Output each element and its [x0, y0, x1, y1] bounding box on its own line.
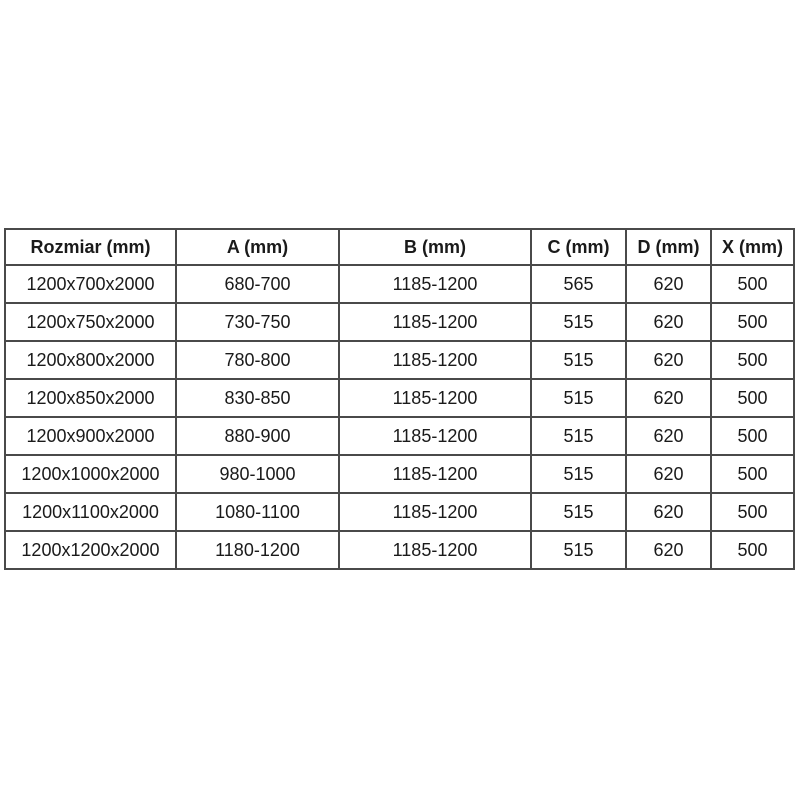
cell-c: 515: [530, 530, 627, 570]
cell-rozmiar: 1200x1000x2000: [4, 454, 177, 494]
cell-b: 1185-1200: [338, 264, 532, 304]
cell-rozmiar: 1200x750x2000: [4, 302, 177, 342]
cell-b: 1185-1200: [338, 378, 532, 418]
cell-c: 515: [530, 416, 627, 456]
cell-c: 515: [530, 378, 627, 418]
table-row: 1200x1200x2000 1180-1200 1185-1200 515 6…: [4, 530, 795, 570]
cell-a: 880-900: [175, 416, 340, 456]
table-body: 1200x700x2000 680-700 1185-1200 565 620 …: [4, 264, 795, 570]
cell-b: 1185-1200: [338, 340, 532, 380]
cell-d: 620: [625, 454, 712, 494]
cell-x: 500: [710, 492, 795, 532]
cell-c: 515: [530, 492, 627, 532]
cell-d: 620: [625, 492, 712, 532]
cell-a: 830-850: [175, 378, 340, 418]
table-row: 1200x800x2000 780-800 1185-1200 515 620 …: [4, 340, 795, 380]
table-row: 1200x900x2000 880-900 1185-1200 515 620 …: [4, 416, 795, 456]
cell-c: 515: [530, 302, 627, 342]
cell-d: 620: [625, 416, 712, 456]
cell-x: 500: [710, 264, 795, 304]
table-row: 1200x750x2000 730-750 1185-1200 515 620 …: [4, 302, 795, 342]
cell-x: 500: [710, 530, 795, 570]
column-header-a: A (mm): [175, 228, 340, 266]
cell-rozmiar: 1200x800x2000: [4, 340, 177, 380]
cell-b: 1185-1200: [338, 302, 532, 342]
cell-d: 620: [625, 302, 712, 342]
cell-x: 500: [710, 454, 795, 494]
cell-d: 620: [625, 340, 712, 380]
cell-d: 620: [625, 264, 712, 304]
cell-rozmiar: 1200x850x2000: [4, 378, 177, 418]
cell-a: 1080-1100: [175, 492, 340, 532]
cell-c: 565: [530, 264, 627, 304]
column-header-x: X (mm): [710, 228, 795, 266]
cell-x: 500: [710, 378, 795, 418]
cell-x: 500: [710, 302, 795, 342]
header-row: Rozmiar (mm) A (mm) B (mm) C (mm) D (mm)…: [4, 228, 795, 266]
cell-b: 1185-1200: [338, 530, 532, 570]
table-row: 1200x850x2000 830-850 1185-1200 515 620 …: [4, 378, 795, 418]
cell-x: 500: [710, 340, 795, 380]
table-header: Rozmiar (mm) A (mm) B (mm) C (mm) D (mm)…: [4, 228, 795, 266]
table-row: 1200x700x2000 680-700 1185-1200 565 620 …: [4, 264, 795, 304]
cell-a: 730-750: [175, 302, 340, 342]
cell-b: 1185-1200: [338, 416, 532, 456]
column-header-b: B (mm): [338, 228, 532, 266]
column-header-rozmiar: Rozmiar (mm): [4, 228, 177, 266]
cell-a: 780-800: [175, 340, 340, 380]
cell-rozmiar: 1200x1100x2000: [4, 492, 177, 532]
cell-c: 515: [530, 454, 627, 494]
cell-c: 515: [530, 340, 627, 380]
cell-a: 980-1000: [175, 454, 340, 494]
cell-d: 620: [625, 378, 712, 418]
table-row: 1200x1000x2000 980-1000 1185-1200 515 62…: [4, 454, 795, 494]
cell-a: 1180-1200: [175, 530, 340, 570]
size-spec-table: Rozmiar (mm) A (mm) B (mm) C (mm) D (mm)…: [4, 228, 795, 570]
cell-rozmiar: 1200x700x2000: [4, 264, 177, 304]
column-header-c: C (mm): [530, 228, 627, 266]
cell-d: 620: [625, 530, 712, 570]
cell-b: 1185-1200: [338, 454, 532, 494]
column-header-d: D (mm): [625, 228, 712, 266]
table-row: 1200x1100x2000 1080-1100 1185-1200 515 6…: [4, 492, 795, 532]
cell-b: 1185-1200: [338, 492, 532, 532]
cell-rozmiar: 1200x900x2000: [4, 416, 177, 456]
cell-rozmiar: 1200x1200x2000: [4, 530, 177, 570]
cell-x: 500: [710, 416, 795, 456]
cell-a: 680-700: [175, 264, 340, 304]
